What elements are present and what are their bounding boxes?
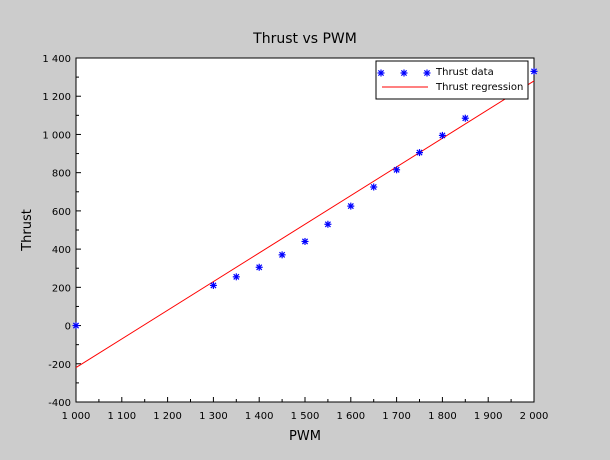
legend-label-regression: Thrust regression (435, 82, 523, 93)
x-axis-label: PWM (289, 429, 321, 444)
y-tick-label: 400 (52, 245, 71, 256)
legend-marker-data (400, 69, 408, 77)
y-tick-label: 1 400 (42, 54, 71, 65)
y-tick-label: 600 (52, 207, 71, 218)
x-tick-label: 1 900 (474, 411, 503, 422)
y-axis-label: Thrust (20, 209, 35, 252)
data-point-marker (72, 322, 80, 330)
data-point-marker (461, 114, 469, 122)
y-tick-label: 800 (52, 169, 71, 180)
x-tick-label: 1 100 (107, 411, 136, 422)
x-tick-label: 1 500 (291, 411, 320, 422)
x-tick-label: 1 400 (245, 411, 274, 422)
x-tick-label: 1 700 (382, 411, 411, 422)
data-point-marker (438, 131, 446, 139)
data-point-marker (347, 202, 355, 210)
legend-box (375, 60, 529, 100)
data-point-marker (278, 251, 286, 259)
x-axis: 1 000 1 100 1 200 1 300 1 400 1 500 1 600 1 700… (62, 397, 549, 422)
y-tick-label: -200 (48, 360, 71, 371)
x-tick-label: 1 600 (336, 411, 365, 422)
y-tick-label: 1 000 (42, 130, 71, 141)
y-tick-label: 1 200 (42, 92, 71, 103)
x-tick-label: 1 200 (153, 411, 182, 422)
data-point-marker (301, 237, 309, 245)
data-point-marker (324, 220, 332, 228)
data-point-marker (209, 281, 217, 289)
legend: Thrust data Thrust regression (375, 60, 529, 100)
y-axis: -400 -200 0 200 400 600 800 1 000 1 200 1 400 (42, 54, 81, 409)
plot-series (72, 67, 538, 369)
data-point-marker (232, 273, 240, 281)
y-tick-label: 200 (52, 283, 71, 294)
plot-area (75, 57, 535, 403)
x-tick-label: 1 800 (428, 411, 457, 422)
data-point-marker (393, 166, 401, 174)
data-point-marker (255, 263, 263, 271)
data-point-marker (530, 67, 538, 75)
x-tick-label: 2 000 (520, 411, 549, 422)
legend-marker-data (377, 69, 385, 77)
x-tick-label: 1 300 (199, 411, 228, 422)
legend-marks (377, 69, 431, 88)
legend-label-data: Thrust data (435, 67, 494, 78)
y-tick-label: 0 (65, 322, 71, 333)
x-tick-label: 1 000 (62, 411, 91, 422)
chart-title: Thrust vs PWM (252, 31, 357, 47)
data-point-marker (370, 183, 378, 191)
data-point-marker (416, 149, 423, 157)
regression-line (75, 80, 535, 369)
y-tick-label: -400 (48, 398, 71, 409)
legend-marker-data (423, 69, 431, 77)
